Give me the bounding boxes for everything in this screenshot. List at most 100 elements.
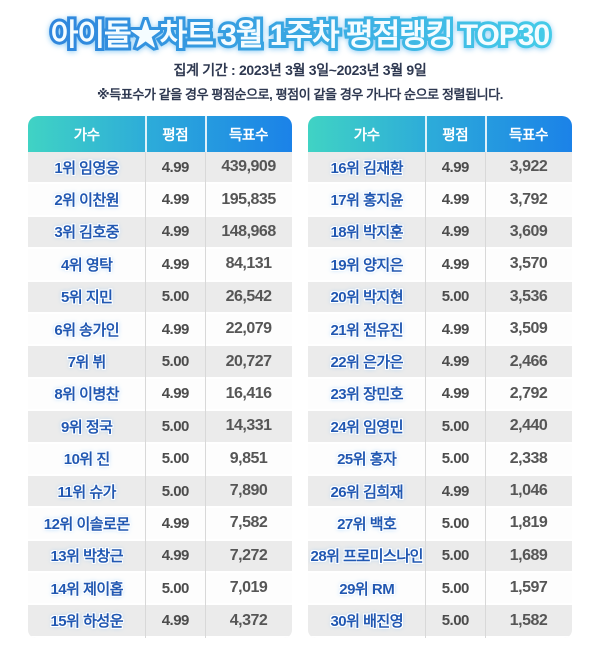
vote-count: 26,542 — [225, 287, 272, 305]
rank-table-left: 가수 평점 득표수 1위 임영웅 4.99 439,909 2위 이찬원 4.99 195… — [28, 116, 292, 638]
singer-name: 22위 은가은 — [330, 354, 404, 372]
vote-count: 4,372 — [229, 611, 268, 629]
vote-count: 7,019 — [229, 579, 268, 597]
vote-count: 439,909 — [221, 158, 276, 176]
rating-value: 4.99 — [441, 385, 470, 403]
singer-name: 13위 박창근 — [50, 548, 124, 566]
rating-value: 5.00 — [441, 514, 470, 532]
sort-note: ※득표수가 같을 경우 평점순으로, 평점이 같을 경우 가나다 순으로 정렬됩… — [97, 87, 503, 102]
table-row: 24위 임영민 5.00 2,440 — [308, 411, 572, 444]
rating-value: 5.00 — [441, 417, 470, 435]
vote-count: 148,968 — [221, 222, 276, 240]
singer-name: 21위 전유진 — [330, 321, 404, 339]
table-row: 4위 영탁 4.99 84,131 — [28, 249, 292, 282]
vote-count: 2,466 — [509, 352, 548, 370]
table-row: 11위 슈가 5.00 7,890 — [28, 475, 292, 509]
vote-count: 3,922 — [509, 158, 548, 176]
table-row: 23위 장민호 4.99 2,792 — [308, 378, 572, 412]
vote-count: 16,416 — [225, 384, 272, 402]
column-header-singer: 가수 — [353, 127, 380, 144]
column-divider — [485, 152, 487, 638]
table-row: 27위 백호 5.00 1,819 — [308, 508, 572, 541]
column-header-rating: 평점 — [162, 127, 189, 144]
vote-count: 14,331 — [225, 417, 272, 435]
rating-value: 5.00 — [161, 417, 190, 435]
rating-value: 4.99 — [161, 158, 190, 176]
rating-value: 4.99 — [161, 612, 190, 630]
singer-name: 6위 송가인 — [54, 321, 120, 339]
table-row: 9위 정국 5.00 14,331 — [28, 411, 292, 444]
singer-name: 19위 양지은 — [330, 256, 404, 274]
table-row: 3위 김호중 4.99 148,968 — [28, 216, 292, 250]
table-header: 가수 평점 득표수 — [308, 116, 572, 152]
period-text: 집계 기간 : 2023년 3월 3일~2023년 3월 9일 — [173, 62, 427, 78]
rating-value: 4.99 — [441, 320, 470, 338]
vote-count: 3,792 — [509, 190, 548, 208]
rating-value: 4.99 — [441, 255, 470, 273]
table-row: 19위 양지은 4.99 3,570 — [308, 249, 572, 282]
rating-value: 4.99 — [161, 514, 190, 532]
table-row: 17위 홍지윤 4.99 3,792 — [308, 184, 572, 217]
rating-value: 5.00 — [161, 579, 190, 597]
column-divider — [425, 152, 427, 638]
rating-value: 5.00 — [161, 288, 190, 306]
rating-value: 4.99 — [441, 482, 470, 500]
vote-count: 2,338 — [509, 449, 548, 467]
vote-count: 3,570 — [509, 255, 548, 273]
rating-value: 5.00 — [441, 450, 470, 468]
table-row: 7위 뷔 5.00 20,727 — [28, 346, 292, 379]
vote-count: 1,597 — [509, 579, 548, 597]
singer-name: 5위 지민 — [61, 289, 113, 307]
vote-count: 9,851 — [229, 449, 268, 467]
vote-count: 7,890 — [229, 482, 268, 500]
singer-name: 29위 RM — [339, 580, 395, 598]
vote-count: 1,819 — [509, 514, 548, 532]
column-header-singer: 가수 — [73, 127, 100, 144]
column-divider — [145, 152, 147, 638]
column-divider — [205, 152, 207, 638]
singer-name: 9위 정국 — [61, 418, 113, 436]
singer-name: 3위 김호중 — [54, 224, 120, 242]
vote-count: 1,582 — [509, 611, 548, 629]
rating-value: 4.99 — [441, 223, 470, 241]
singer-name: 12위 이솔로몬 — [43, 515, 130, 533]
singer-name: 23위 장민호 — [330, 386, 404, 404]
table-row: 18위 박지훈 4.99 3,609 — [308, 216, 572, 250]
rating-value: 4.99 — [441, 158, 470, 176]
page-title-graphic: 아이돌★차트 3월 1주차 평점랭킹 TOP30 — [48, 16, 554, 55]
singer-name: 16위 김재환 — [330, 159, 404, 177]
vote-count: 22,079 — [225, 320, 272, 338]
title-area: 아이돌★차트 3월 1주차 평점랭킹 TOP30 — [0, 0, 600, 58]
rating-value: 4.99 — [161, 320, 190, 338]
rating-value: 4.99 — [441, 191, 470, 209]
table-row: 26위 김희재 4.99 1,046 — [308, 475, 572, 509]
vote-count: 3,536 — [509, 287, 548, 305]
rating-value: 5.00 — [441, 612, 470, 630]
ranking-tables: 가수 평점 득표수 1위 임영웅 4.99 439,909 2위 이찬원 4.99 195… — [0, 103, 600, 638]
vote-count: 1,689 — [509, 546, 548, 564]
singer-name: 1위 임영웅 — [54, 159, 120, 177]
table-row: 30위 배진영 5.00 1,582 — [308, 605, 572, 638]
table-row: 20위 박지현 5.00 3,536 — [308, 281, 572, 314]
table-row: 15위 하성운 4.99 4,372 — [28, 605, 292, 638]
table-row: 21위 전유진 4.99 3,509 — [308, 313, 572, 347]
table-row: 29위 RM 5.00 1,597 — [308, 573, 572, 606]
rating-value: 4.99 — [161, 547, 190, 565]
table-row: 10위 진 5.00 9,851 — [28, 443, 292, 476]
vote-count: 1,046 — [509, 482, 548, 500]
vote-count: 3,509 — [509, 320, 548, 338]
table-body-right: 16위 김재환 4.99 3,922 17위 홍지윤 4.99 3,792 18위 박지훈 4… — [308, 152, 572, 638]
singer-name: 7위 뷔 — [67, 354, 107, 372]
vote-count: 7,582 — [229, 514, 268, 532]
rating-value: 5.00 — [161, 353, 190, 371]
singer-name: 30위 배진영 — [330, 613, 404, 631]
vote-count: 20,727 — [225, 352, 272, 370]
singer-name: 20위 박지현 — [330, 289, 404, 307]
table-row: 22위 은가은 4.99 2,466 — [308, 346, 572, 379]
column-header-rating: 평점 — [442, 127, 469, 144]
singer-name: 10위 진 — [63, 451, 110, 469]
singer-name: 14위 제이홉 — [50, 580, 124, 598]
table-row: 5위 지민 5.00 26,542 — [28, 281, 292, 314]
vote-count: 195,835 — [221, 190, 276, 208]
